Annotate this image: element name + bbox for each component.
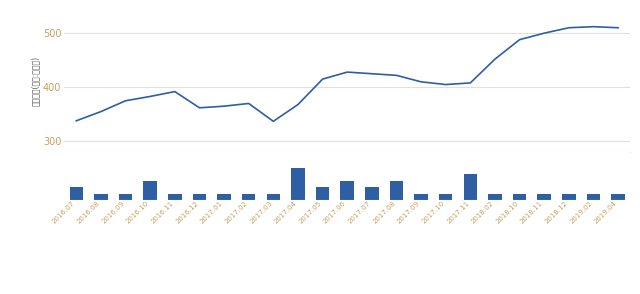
- Bar: [193, 193, 206, 200]
- Bar: [340, 181, 354, 200]
- Bar: [168, 193, 182, 200]
- Bar: [316, 187, 330, 200]
- Bar: [587, 193, 600, 200]
- Bar: [488, 193, 502, 200]
- Bar: [119, 193, 132, 200]
- Bar: [562, 193, 575, 200]
- Bar: [143, 181, 157, 200]
- Bar: [70, 187, 83, 200]
- Bar: [439, 193, 452, 200]
- Bar: [365, 187, 379, 200]
- Bar: [291, 168, 305, 200]
- Bar: [611, 193, 625, 200]
- Bar: [414, 193, 428, 200]
- Bar: [513, 193, 526, 200]
- Bar: [538, 193, 551, 200]
- Bar: [390, 181, 403, 200]
- Bar: [242, 193, 255, 200]
- Y-axis label: 거래금액(단위:백만원): 거래금액(단위:백만원): [31, 56, 40, 106]
- Bar: [463, 174, 477, 200]
- Bar: [94, 193, 108, 200]
- Bar: [218, 193, 231, 200]
- Bar: [266, 193, 280, 200]
